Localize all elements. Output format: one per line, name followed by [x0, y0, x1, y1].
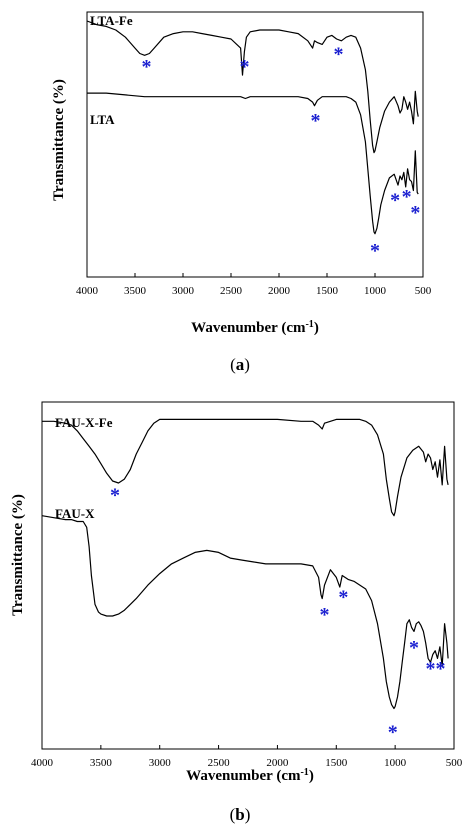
panel-b-plot-frame — [41, 401, 455, 750]
panel-a-plot-frame — [86, 11, 424, 278]
panel-b-band-marker-7: * — [388, 722, 398, 744]
panel-b-band-marker-1: * — [110, 485, 120, 507]
panel-b-x-tick-label-3000: 3000 — [149, 757, 172, 769]
panel-b-label-open: ( — [230, 805, 236, 824]
panel-a-band-marker-1: * — [142, 56, 152, 78]
panel-b-x-ticks: 4000 3500 3000 2500 2000 1500 1000 500 — [31, 745, 463, 769]
panel-b-label-letter: b — [235, 805, 244, 824]
panel-a-series — [86, 20, 419, 235]
panel-a-band-marker-6: * — [402, 186, 412, 208]
panel-a-x-tick-label-2500: 2500 — [220, 285, 243, 297]
panel-b-chart: 4000 3500 3000 2500 2000 1500 1000 500 ***** ** … — [10, 401, 463, 824]
panel-b-band-marker-6: * — [435, 658, 445, 680]
panel-b-x-tick-label-2500: 2500 — [208, 757, 231, 769]
panel-b-x-axis-label-sup: -1 — [300, 767, 308, 778]
panel-b-band-marker-3: * — [338, 587, 348, 609]
panel-a-x-tick-label-3000: 3000 — [172, 285, 195, 297]
panel-a-x-axis-label: Wavenumber (cm-1) — [191, 319, 319, 337]
panel-b-x-tick-label-4000: 4000 — [31, 757, 54, 769]
panel-a-x-tick-label-2000: 2000 — [268, 285, 291, 297]
panel-a-markers: * **** *** — [142, 43, 421, 261]
panel-a-series-label-1: LTA-Fe — [90, 13, 133, 28]
panel-b-label-close: ) — [245, 805, 251, 824]
panel-a-x-axis-label-sup: -1 — [305, 319, 313, 330]
panel-a-band-marker-4: * — [310, 110, 320, 132]
panel-a-series-line-2 — [87, 92, 419, 235]
panel-b-series — [41, 418, 449, 710]
panel-b-x-axis-label-text: Wavenumber (cm — [186, 768, 301, 784]
panel-b-band-marker-2: * — [320, 604, 330, 626]
panel-a-x-tick-label-3500: 3500 — [124, 285, 147, 297]
panel-b-x-axis-label: Wavenumber (cm-1) — [186, 767, 314, 785]
panel-a-x-axis-label-close: ) — [314, 320, 319, 336]
panel-b-y-axis-label: Transmittance (%) — [10, 494, 26, 616]
panel-a-x-tick-label-1500: 1500 — [316, 285, 339, 297]
panel-a-band-marker-3: * — [334, 43, 344, 65]
panel-a-label-letter: a — [236, 355, 245, 374]
panel-b-label: (b) — [230, 805, 251, 824]
panel-b-series-label-1: FAU-X-Fe — [55, 415, 113, 430]
panel-a-x-ticks: 4000 3500 3000 2500 2000 1500 1000 500 — [76, 273, 432, 297]
panel-a-x-axis-label-text: Wavenumber (cm — [191, 320, 306, 336]
panel-b-band-marker-5: * — [425, 658, 435, 680]
panel-b-series-line-1 — [42, 418, 449, 517]
panel-a-x-tick-label-500: 500 — [415, 285, 432, 297]
panel-a-series-label-2: LTA — [90, 112, 115, 127]
panel-a-label-open: ( — [230, 355, 236, 374]
panel-b-x-tick-label-2000: 2000 — [266, 757, 289, 769]
panel-b-x-tick-label-1000: 1000 — [384, 757, 407, 769]
panel-b-x-tick-label-500: 500 — [446, 757, 463, 769]
panel-a-label: (a) — [230, 355, 250, 374]
panel-a-band-marker-8: * — [370, 240, 380, 262]
panel-b-markers: ***** ** — [110, 485, 445, 744]
panel-a-band-marker-5: * — [390, 189, 400, 211]
panel-a-series-line-1 — [86, 20, 419, 154]
panel-a-chart: 4000 3500 3000 2500 2000 1500 1000 500 * **** ***… — [51, 11, 432, 374]
panel-b-series-label-2: FAU-X — [55, 506, 95, 521]
panel-b-x-axis-label-close: ) — [309, 768, 314, 784]
panel-a-label-close: ) — [244, 355, 250, 374]
panel-a-band-marker-7: * — [410, 202, 420, 224]
panel-a-band-marker-2: * — [239, 56, 249, 78]
panel-b-band-marker-4: * — [409, 637, 419, 659]
panel-b-series-line-2 — [41, 515, 449, 710]
panel-a-x-tick-label-4000: 4000 — [76, 285, 99, 297]
panel-a-x-tick-label-1000: 1000 — [364, 285, 387, 297]
panel-b-x-tick-label-3500: 3500 — [90, 757, 113, 769]
panel-a-y-axis-label: Transmittance (%) — [51, 79, 67, 201]
panel-b-x-tick-label-1500: 1500 — [325, 757, 348, 769]
